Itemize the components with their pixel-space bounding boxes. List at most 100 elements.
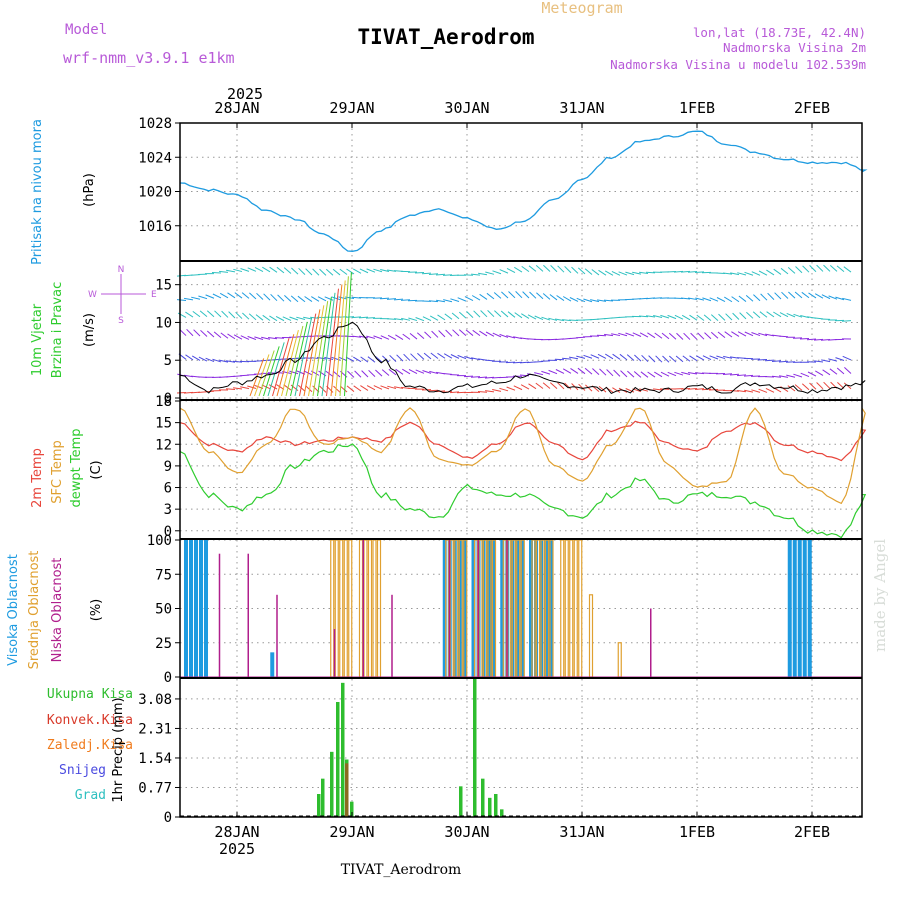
wind-arrow: [744, 331, 754, 337]
wind-arrow: [620, 370, 628, 378]
wind-arrow: [452, 329, 460, 337]
wind-arrow: [571, 266, 579, 274]
wind-arrow: [283, 267, 292, 274]
precip-bar-total: [317, 794, 321, 817]
y-tick-label: 2.31: [138, 721, 172, 737]
wind-arrow: [556, 295, 565, 301]
wind-arrow: [646, 315, 656, 318]
wind-arrow: [359, 268, 369, 274]
wind-arrow: [611, 333, 621, 337]
wind-arrow: [431, 330, 439, 338]
cloud-bar: [372, 539, 377, 678]
legend-convective: Konvek.Kisa: [47, 713, 133, 728]
wind-arrow: [373, 335, 383, 340]
wind-arrow: [648, 355, 656, 363]
wind-arrow: [428, 273, 439, 275]
wind-arrow: [409, 333, 418, 340]
wind-arrow-strong: [303, 309, 321, 397]
cloud-bar: [247, 553, 249, 677]
wind-arrow-strong: [285, 325, 304, 397]
wind-arrow-strong: [299, 313, 317, 397]
wind-arrow: [746, 311, 754, 319]
wind-arrow: [584, 268, 593, 275]
wind-arrow: [654, 371, 663, 378]
wind-arrow: [205, 294, 215, 299]
wind-arrow: [325, 268, 334, 276]
wind-arrow: [808, 292, 817, 299]
cloud-bar: [549, 540, 553, 677]
wind-arrow: [816, 264, 824, 272]
wind-arrow: [248, 313, 257, 321]
wind-arrow: [380, 385, 390, 390]
lonlat: lon,lat (18.73E, 42.4N): [693, 25, 866, 40]
wind-arrow: [240, 386, 250, 390]
wind-arrow: [694, 388, 705, 390]
wind-arrow: [604, 333, 614, 337]
y-tick-label: 10: [155, 315, 172, 331]
cloud-bar: [650, 608, 652, 677]
bottom-date-label: 2FEB: [794, 823, 830, 841]
wind-arrow: [787, 267, 796, 274]
y-tick-label: 0: [164, 524, 172, 540]
cloud-bar: [199, 540, 203, 677]
top-date-label: 28JAN: [214, 99, 259, 117]
precip-bar-total: [488, 797, 492, 817]
wind-arrow-strong: [294, 317, 313, 397]
wind-arrow: [373, 268, 383, 273]
wind-arrow: [731, 296, 740, 303]
wind-arrow: [235, 311, 243, 319]
wind-arrow-strong: [272, 338, 290, 397]
wind-arrow: [674, 371, 684, 376]
wind-arrow: [233, 268, 243, 273]
wind-arrow: [515, 291, 523, 299]
wind-arrow: [816, 382, 824, 390]
precip-bar-total: [473, 679, 477, 817]
wind-arrow: [702, 355, 712, 360]
wind-arrow: [408, 368, 418, 374]
wind-arrow: [625, 332, 635, 337]
wind-arrow: [191, 296, 201, 300]
wind-arrow: [463, 274, 474, 276]
wind-arrow: [457, 297, 467, 302]
wind-arrow: [382, 355, 390, 363]
wind-arrow: [577, 267, 586, 275]
wind-arrow: [682, 355, 691, 362]
wind-arrow: [249, 292, 257, 300]
mid-cloud-label: Srednja Oblacnost: [27, 551, 42, 670]
cloud-bar: [334, 539, 339, 678]
wind-arrow: [564, 382, 572, 390]
wind-arrow: [778, 335, 789, 338]
cloud-bar: [617, 642, 622, 678]
wind-arrow: [381, 369, 390, 376]
wind-arrow: [193, 329, 201, 337]
wind-arrow: [415, 369, 425, 374]
watermark: made by Angel: [871, 539, 889, 652]
model-name: wrf-nmm_v3.9.1 e1km: [63, 49, 235, 67]
wind-arrow: [732, 312, 740, 320]
wind-arrow: [274, 337, 285, 339]
wind-arrow: [794, 291, 803, 299]
cloud-bar: [333, 629, 336, 677]
wind-arrow: [247, 335, 257, 341]
wind-arrow: [338, 296, 348, 300]
wind-arrow: [687, 387, 698, 390]
wind-arrow: [319, 268, 327, 276]
bottom-date-label: 30JAN: [444, 823, 489, 841]
wind-arrow: [297, 295, 306, 303]
legend-total: Ukupna Kisa: [47, 687, 133, 702]
wind-arrow: [261, 336, 271, 340]
wind-arrow: [555, 369, 565, 374]
wind-arrow: [184, 297, 194, 301]
wind-arrow: [688, 372, 698, 375]
wind-arrow-strong: [254, 354, 270, 397]
wind-arrow: [709, 355, 719, 360]
wind-arrow: [843, 266, 852, 273]
wind-arrow: [458, 311, 467, 319]
wind-arrow: [296, 316, 306, 321]
wind-arrow: [612, 353, 621, 360]
wind-arrow: [430, 352, 439, 359]
wind-arrow: [603, 299, 614, 302]
wind-arrow-strong: [339, 276, 349, 397]
cloud-bar: [330, 539, 335, 678]
wind-arrow: [689, 355, 698, 362]
